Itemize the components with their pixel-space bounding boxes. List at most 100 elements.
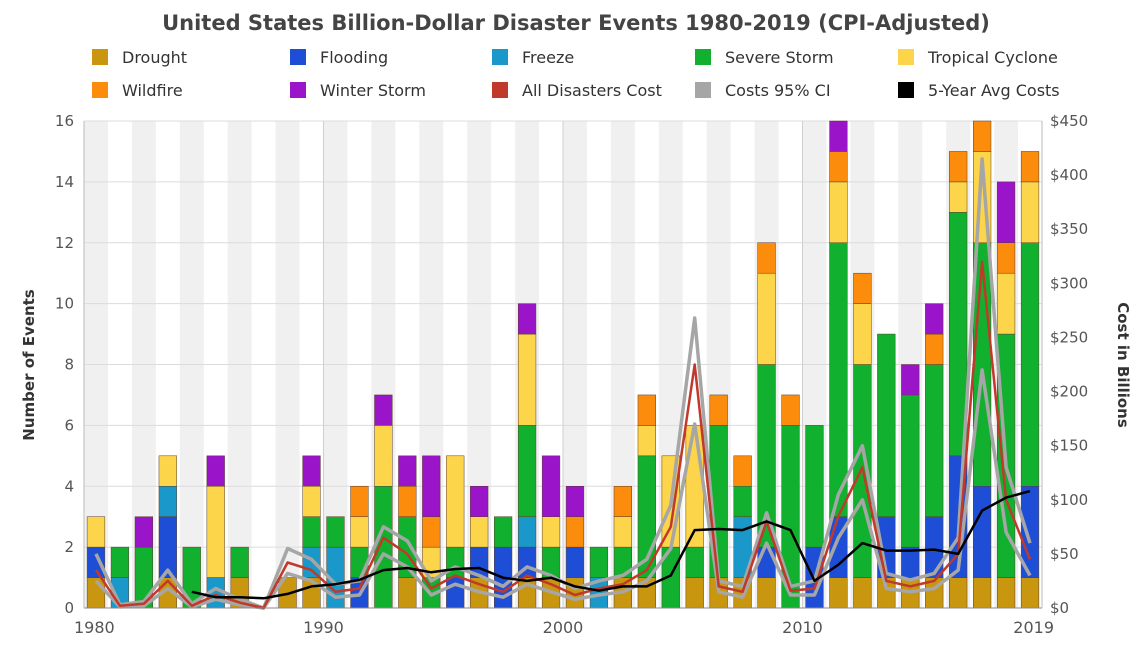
bar-2002-tropical-cyclone [613,516,632,548]
bar-2019-severe-storm [1020,242,1040,487]
bar-2015-flooding [925,516,944,578]
bar-1998-tropical-cyclone [517,333,537,426]
bar-1998-freeze [517,516,537,548]
bar-2011-severe-storm [829,242,848,517]
y-tick-label: 8 [64,356,74,374]
legend-item-tropical-cyclone: Tropical Cyclone [898,48,1058,67]
bar-1990-severe-storm [326,516,345,548]
y-tick-label: 14 [55,173,74,191]
bar-2017-wildfire [973,120,992,152]
bar-1993-wildfire [398,486,417,517]
bar-2018-wildfire [996,242,1016,274]
y-tick-label: 6 [64,416,74,434]
legend-item-5-year-avg-costs: 5-Year Avg Costs [898,81,1060,100]
bar-2019-drought [1020,577,1040,609]
bar-1991-tropical-cyclone [350,516,369,548]
bar-2006-wildfire [709,394,728,426]
bar-1983-freeze [158,486,177,517]
y2-tick-label: $50 [1050,545,1079,563]
legend-item-costs-95-ci: Costs 95% CI [695,81,831,100]
bar-1997-severe-storm [494,516,513,548]
legend-swatch [492,49,508,65]
bar-1998-severe-storm [517,425,537,517]
legend-label: All Disasters Cost [522,81,662,100]
bar-1999-winter-storm [541,455,561,517]
y-tick-label: 2 [64,538,74,556]
bar-2008-flooding [757,546,776,578]
y2-tick-label: $350 [1050,220,1088,238]
y-tick-label: 12 [55,234,74,252]
y2-tick-label: $0 [1050,599,1069,617]
bar-1994-winter-storm [422,455,441,517]
bar-2000-wildfire [565,516,585,548]
legend-swatch [695,49,711,65]
legend-label: Costs 95% CI [725,81,831,100]
x-tick-label: 2010 [782,618,823,637]
legend-label: Flooding [320,48,388,67]
x-tick-label: 1990 [303,618,344,637]
legend-label: Freeze [522,48,574,67]
legend-swatch [898,82,914,98]
bar-2005-severe-storm [685,546,704,578]
bar-2014-winter-storm [901,364,920,396]
legend-label: Severe Storm [725,48,834,67]
y2-tick-label: $450 [1050,112,1088,130]
legend-label: Wildfire [122,81,183,100]
bar-2015-winter-storm [925,303,944,335]
bar-1992-tropical-cyclone [374,425,393,487]
bar-1995-flooding [446,577,465,609]
x-tick-label: 2019 [1013,618,1054,637]
bar-1994-wildfire [422,516,441,548]
bar-2011-tropical-cyclone [829,181,848,243]
bar-2016-drought [949,577,968,609]
bar-1996-tropical-cyclone [470,516,489,548]
bar-1989-tropical-cyclone [302,486,321,517]
bar-1989-severe-storm [302,516,321,548]
bar-2008-severe-storm [757,364,776,548]
legend-swatch [290,82,306,98]
y2-tick-label: $300 [1050,274,1088,292]
bar-2012-wildfire [853,272,872,304]
bar-1985-tropical-cyclone [206,486,225,578]
bar-1992-severe-storm [374,486,393,609]
bar-1998-winter-storm [517,303,537,335]
bar-2013-severe-storm [877,333,896,517]
bar-2018-winter-storm [996,181,1016,243]
bar-1980-tropical-cyclone [86,516,106,548]
bar-2007-severe-storm [733,486,752,517]
bar-2012-tropical-cyclone [853,303,872,365]
bar-2019-wildfire [1020,151,1040,183]
legend-swatch [92,49,108,65]
axes: 0 2 4 6 8 10 12 14 16 $0 $50 $100 $150 $200 $250 $300 $3… [55,112,1088,637]
bar-1982-winter-storm [134,516,153,548]
bar-1993-winter-storm [398,455,417,487]
legend-item-all-disasters-cost: All Disasters Cost [492,81,662,100]
bar-1991-wildfire [350,486,369,517]
x-tick-label: 1980 [74,618,115,637]
y-tick-label: 0 [64,599,74,617]
bar-1980-flooding [86,546,106,578]
y2-tick-label: $150 [1050,437,1088,455]
y2-axis-label: Cost in Billions [1114,302,1132,428]
bar-1983-tropical-cyclone [158,455,177,487]
bar-1999-tropical-cyclone [541,516,561,548]
bar-1995-severe-storm [446,546,465,578]
bar-1986-severe-storm [230,546,249,578]
bar-2005-drought [685,577,704,609]
legend-swatch [492,82,508,98]
legend-item-freeze: Freeze [492,48,574,67]
cost-lines [94,157,1032,610]
bar-2017-flooding [973,486,992,578]
legend-item-winter-storm: Winter Storm [290,81,426,100]
bar-2003-wildfire [637,394,656,426]
bar-2018-tropical-cyclone [996,272,1016,335]
bar-2016-tropical-cyclone [949,181,968,213]
legend-item-wildfire: Wildfire [92,81,183,100]
bar-2017-drought [973,577,992,609]
bar-2015-wildfire [925,333,944,365]
y-axis-label: Number of Events [20,289,38,440]
bar-1989-freeze [302,546,321,578]
y2-tick-label: $200 [1050,383,1088,401]
legend-swatch [92,82,108,98]
